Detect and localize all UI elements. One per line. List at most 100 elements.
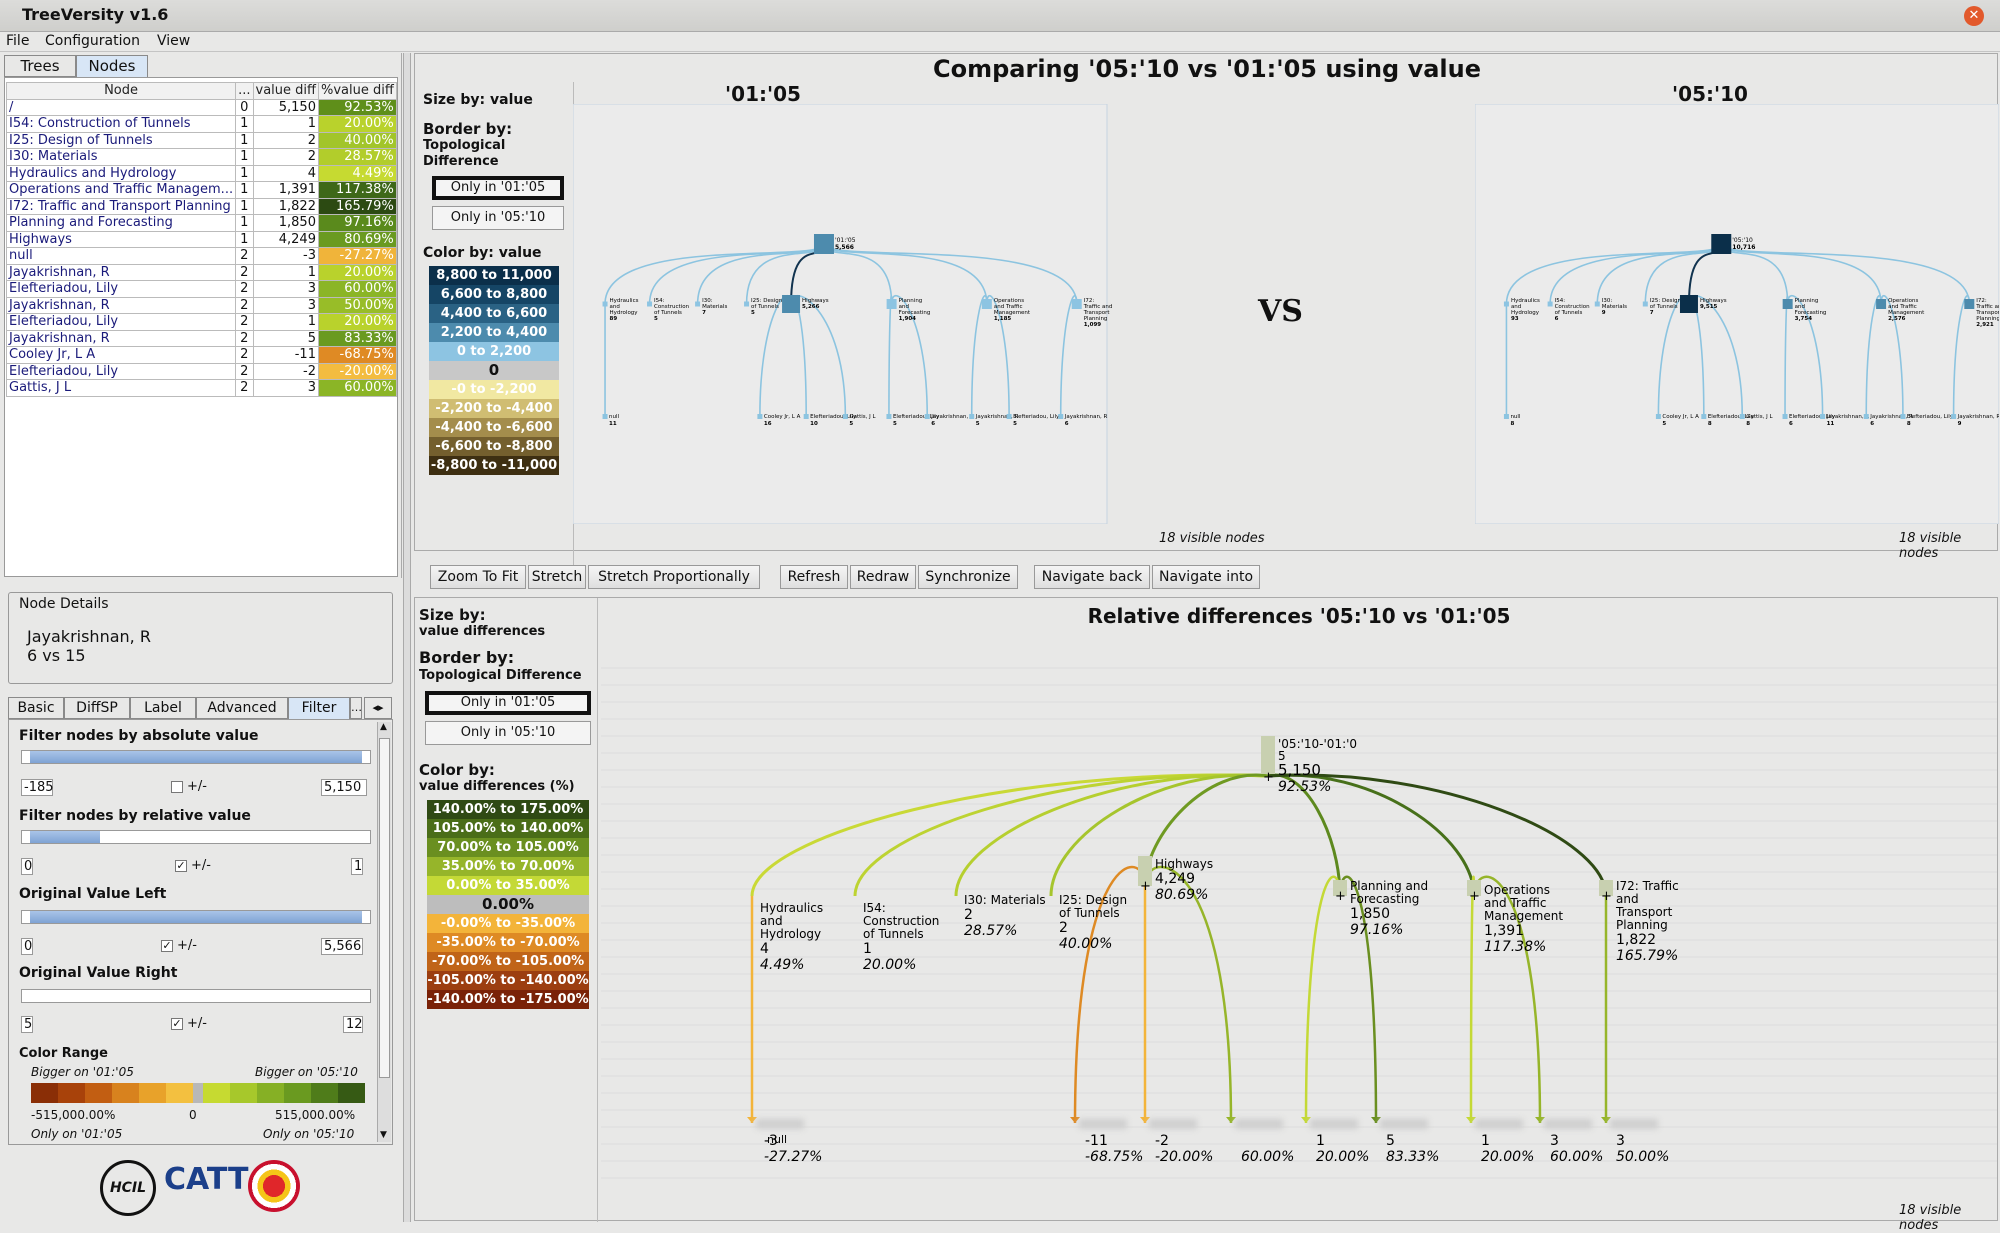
abs-filter-slider[interactable] (21, 750, 371, 764)
expand-icon[interactable]: + (1335, 889, 1346, 904)
tree-leaf-node[interactable] (1951, 414, 1957, 419)
tree-node[interactable] (602, 301, 608, 307)
diff-root-node[interactable] (1261, 736, 1275, 774)
tree-node[interactable] (744, 301, 750, 307)
scroll-down-icon[interactable]: ▼ (380, 1130, 387, 1140)
tree-root-node[interactable] (1711, 234, 1732, 254)
stretch-proportionally-button[interactable]: Stretch Proportionally (588, 565, 760, 589)
tree-node[interactable] (1642, 301, 1648, 307)
table-row[interactable]: Jayakrishnan, R 2 1 20.00% (5, 263, 397, 281)
navigate-into-button[interactable]: Navigate into (1152, 565, 1260, 589)
tab-nodes[interactable]: Nodes (76, 55, 148, 77)
rel-filter-slider[interactable] (21, 830, 371, 844)
diff-node-box[interactable] (1138, 856, 1152, 886)
tree-leaf-node[interactable] (1820, 414, 1826, 419)
table-row[interactable]: Cooley Jr, L A 2 -11 -68.75% (5, 346, 397, 364)
diff-node-box[interactable] (1333, 880, 1347, 896)
tab-trees[interactable]: Trees (4, 55, 76, 77)
tree-leaf-node[interactable] (1006, 414, 1012, 419)
tab-diffsp[interactable]: DiffSP (64, 697, 130, 719)
scrollbar-thumb[interactable] (379, 738, 390, 1078)
tab-label[interactable]: Label (130, 697, 196, 719)
left-value-slider[interactable] (21, 910, 371, 924)
tree-leaf-node[interactable] (1655, 414, 1661, 419)
only-in-right-button[interactable]: Only in '05:'10 (432, 206, 564, 230)
expand-icon[interactable]: + (1263, 770, 1274, 785)
menu-configuration[interactable]: Configuration (45, 33, 140, 49)
refresh-button[interactable]: Refresh (780, 565, 848, 589)
table-row[interactable]: Elefteriadou, Lily 2 1 20.00% (5, 313, 397, 331)
synchronize-button[interactable]: Synchronize (918, 565, 1018, 589)
tree-node[interactable] (886, 299, 897, 309)
tree-leaf-node[interactable] (924, 414, 930, 419)
menu-file[interactable]: File (6, 33, 30, 49)
table-row[interactable]: Jayakrishnan, R 2 5 83.33% (5, 329, 397, 347)
table-row[interactable]: Highways 1 4,249 80.69% (5, 230, 397, 248)
table-row[interactable]: Planning and Forecasting 1 1,850 97.16% (5, 214, 397, 232)
tab-filter[interactable]: Filter (288, 697, 350, 719)
relative-diff-tree[interactable]: -3-27.27%-11-68.75%-2-20.00% 60.00%120.00… (601, 628, 1997, 1198)
filter-scrollbar[interactable]: ▲ ▼ (377, 722, 391, 1142)
tab-basic[interactable]: Basic (8, 697, 64, 719)
left-tree-view[interactable]: '01:'055,566HydraulicsandHydrology89I54:… (573, 104, 1253, 524)
abs-max-field[interactable]: 5,150 (321, 779, 367, 796)
bottom-only-in-left-button[interactable]: Only in '01:'05 (425, 691, 591, 715)
only-in-left-button[interactable]: Only in '01:'05 (432, 176, 564, 200)
tree-leaf-node[interactable] (969, 414, 975, 419)
col-header-level[interactable]: ... (235, 82, 254, 100)
table-row[interactable]: Hydraulics and Hydrology 1 4 4.49% (5, 164, 397, 182)
table-row[interactable]: /0 5,150 92.53% (5, 98, 397, 116)
tree-node[interactable] (695, 301, 701, 307)
rel-max-field[interactable]: 1 (351, 858, 363, 875)
expand-icon[interactable]: + (1469, 889, 1480, 904)
table-row[interactable]: I72: Traffic and Transport Planning 1 1,82… (5, 197, 397, 215)
tree-leaf-node[interactable] (1863, 414, 1869, 419)
abs-min-field[interactable]: -185 (21, 779, 54, 796)
tree-node[interactable] (1679, 295, 1698, 313)
zoom-to-fit-button[interactable]: Zoom To Fit (430, 565, 526, 589)
tree-leaf-node[interactable] (1701, 414, 1707, 419)
tree-leaf-node[interactable] (1782, 414, 1788, 419)
tree-root-node[interactable] (813, 234, 834, 254)
tree-leaf-node[interactable] (886, 414, 892, 419)
left-pm-checkbox[interactable]: ✓ (161, 939, 173, 952)
tree-leaf-node[interactable] (803, 414, 809, 419)
diff-node-box[interactable] (1599, 880, 1613, 896)
rel-min-field[interactable]: 0 (21, 858, 33, 875)
abs-pm-checkbox[interactable] (171, 781, 183, 793)
tree-node[interactable] (1782, 299, 1793, 309)
redraw-button[interactable]: Redraw (850, 565, 916, 589)
tree-node[interactable] (1503, 301, 1509, 307)
tree-leaf-node[interactable] (757, 414, 763, 419)
table-row[interactable]: I54: Construction of Tunnels 1 1 20.00% (5, 115, 397, 133)
table-row[interactable]: I25: Design of Tunnels 1 2 40.00% (5, 131, 397, 149)
stretch-button[interactable]: Stretch (528, 565, 586, 589)
expand-icon[interactable]: + (1601, 889, 1612, 904)
right-value-slider[interactable] (21, 989, 371, 1003)
table-row[interactable]: Jayakrishnan, R 2 3 50.00% (5, 296, 397, 314)
tree-leaf-node[interactable] (842, 414, 848, 419)
expand-icon[interactable]: + (1140, 879, 1151, 894)
tree-leaf-node[interactable] (602, 414, 608, 419)
tree-node[interactable] (1594, 301, 1600, 307)
navigate-back-button[interactable]: Navigate back (1034, 565, 1150, 589)
tree-node[interactable] (782, 295, 801, 313)
tree-node[interactable] (647, 301, 653, 307)
col-header-node[interactable]: Node (5, 82, 237, 100)
tab-more[interactable]: … (350, 697, 362, 719)
split-divider[interactable] (403, 53, 411, 1222)
left-min-field[interactable]: 0 (21, 938, 33, 955)
color-range-bar[interactable] (31, 1083, 366, 1103)
col-header-value-diff[interactable]: value diff (252, 82, 319, 100)
table-row[interactable]: Operations and Traffic Managem... 1 1,391 1… (5, 181, 397, 199)
tree-node[interactable] (1964, 299, 1975, 309)
table-row[interactable]: null 2 -3 -27.27% (5, 247, 397, 265)
right-tree-view[interactable]: '05:'1010,716HydraulicsandHydrology93I54… (1475, 104, 1999, 524)
tab-scroll-arrows[interactable]: ◂▸ (364, 697, 392, 719)
table-row[interactable]: Gattis, J L 2 3 60.00% (5, 379, 397, 397)
menu-view[interactable]: View (157, 33, 191, 49)
table-row[interactable]: I30: Materials 1 2 28.57% (5, 148, 397, 166)
bottom-only-in-right-button[interactable]: Only in '05:'10 (425, 721, 591, 745)
tree-node[interactable] (1876, 299, 1887, 309)
tree-node[interactable] (981, 299, 992, 309)
